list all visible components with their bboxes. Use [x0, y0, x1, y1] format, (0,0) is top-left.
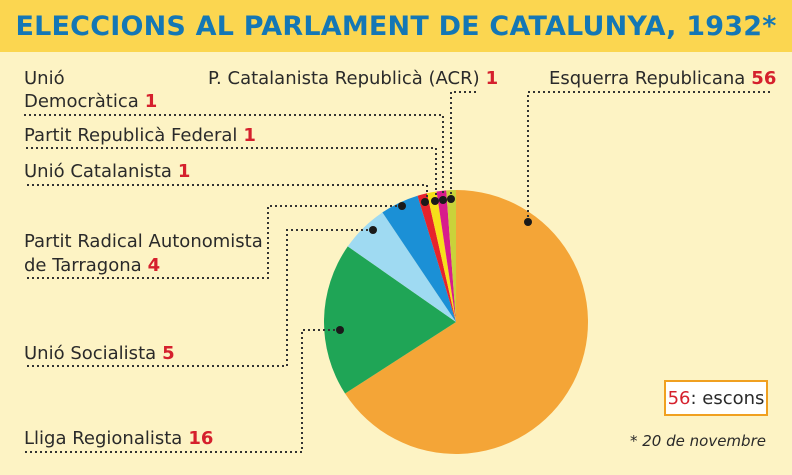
pie-slice-lliga-regionalista [323, 246, 456, 394]
label-lliga: Lliga Regionalista 16 [24, 428, 213, 449]
dot-unio-democratica [439, 196, 447, 204]
dot-catalanista [421, 198, 429, 206]
legend-number: 56 [667, 387, 691, 409]
dot-lliga [336, 326, 344, 334]
pie-slices [323, 190, 588, 454]
pie-slice-p-catalanista-republic-acr- [446, 190, 456, 322]
dot-acr [447, 195, 455, 203]
leader-catalanista [24, 184, 428, 202]
pie-slice-uni-catalanista [417, 193, 456, 322]
label-radical-line2: de Tarragona 4 [24, 255, 160, 276]
dot-socialista [369, 226, 377, 234]
pie-slice-uni-socialista [347, 212, 456, 322]
legend-box: 56: escons [664, 380, 768, 416]
label-socialista: Unió Socialista 5 [24, 343, 175, 364]
pie-slice-partit-radical-autonomista-de-tarragona [382, 195, 456, 322]
label-acr: P. Catalanista Republicà (ACR) 1 [208, 68, 498, 89]
label-unio-democratica-line2: Democràtica 1 [24, 91, 157, 112]
leader-esquerra [527, 91, 770, 222]
label-catalanista: Unió Catalanista 1 [24, 161, 190, 182]
chart-title: ELECCIONS AL PARLAMENT DE CATALUNYA, 193… [15, 10, 777, 42]
legend-text: : escons [690, 387, 765, 409]
dot-esquerra [524, 218, 532, 226]
leader-lines [24, 91, 770, 453]
title-banner: ELECCIONS AL PARLAMENT DE CATALUNYA, 193… [0, 0, 792, 52]
dot-federal [431, 197, 439, 205]
leader-acr [450, 91, 478, 199]
footnote: * 20 de novembre [630, 432, 766, 450]
label-unio-democratica-line1: Unió [24, 68, 65, 89]
pie-slice-uni-democr-tica [436, 190, 456, 322]
pie-slice-partit-republic-federal [426, 191, 456, 322]
pie-slice-esquerra-republicana [345, 190, 588, 454]
leader-dots [336, 195, 532, 334]
label-radical-line1: Partit Radical Autonomista [24, 231, 263, 252]
label-federal: Partit Republicà Federal 1 [24, 125, 256, 146]
dot-radical [398, 202, 406, 210]
leader-federal [24, 147, 437, 200]
label-esquerra: Esquerra Republicana 56 [549, 68, 776, 89]
leader-radical [24, 205, 402, 279]
